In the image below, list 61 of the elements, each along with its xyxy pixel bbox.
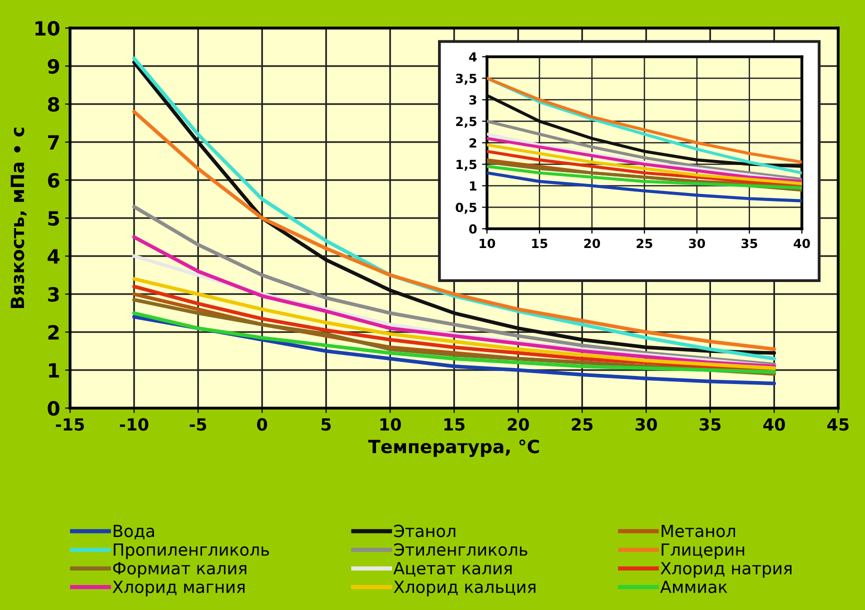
x-tick-label: -10 xyxy=(120,418,148,431)
legend-label: Хлорид магния xyxy=(112,580,245,596)
y-tick-label: 1 xyxy=(49,363,60,378)
line-series xyxy=(132,311,776,374)
x-tick-label: 20 xyxy=(584,238,600,248)
x-tick-label: 40 xyxy=(794,238,810,248)
legend-label: Хлорид натрия xyxy=(660,562,792,578)
legend-label: Метанол xyxy=(662,524,736,538)
line-series xyxy=(486,143,802,186)
x-tick-label: -5 xyxy=(190,418,206,431)
y-tick-label: 2,5 xyxy=(456,116,476,128)
legend-label: Ацетат калия xyxy=(393,562,512,577)
y-tick-label: 3 xyxy=(469,95,476,105)
legend-label: Аммиак xyxy=(660,580,728,594)
x-tick-label: 25 xyxy=(572,418,593,431)
line-series xyxy=(486,94,802,168)
x-tick-label: -15 xyxy=(56,418,84,431)
line-series xyxy=(486,171,802,202)
x-tick-label: 15 xyxy=(532,238,548,248)
x-tick-label: 35 xyxy=(742,238,758,248)
legend-label: Этанол xyxy=(394,524,456,538)
y-tick-label: 0,5 xyxy=(456,202,476,214)
y-tick-label: 7 xyxy=(48,135,59,150)
y-tick-label: 0 xyxy=(48,401,60,416)
y-tick-label: 10 xyxy=(35,21,60,36)
y-tick-label: 3,5 xyxy=(456,74,476,85)
legend-label: Хлорид кальция xyxy=(394,580,536,596)
y-tick-label: 4 xyxy=(48,249,60,264)
x-tick-label: 35 xyxy=(700,418,721,431)
y-tick-label: 8 xyxy=(48,97,60,112)
x-tick-label: 40 xyxy=(763,418,785,431)
x-tick-label: 30 xyxy=(689,238,705,248)
x-tick-label: 30 xyxy=(636,418,657,431)
line-series xyxy=(132,204,776,366)
x-axis-title: Температура, °C xyxy=(368,440,539,457)
legend-label: Формиат калия xyxy=(113,562,246,578)
x-tick-label: 45 xyxy=(827,418,849,431)
legend-label: Вода xyxy=(114,524,154,540)
y-tick-label: 0 xyxy=(469,224,477,234)
x-tick-label: 5 xyxy=(322,418,331,431)
y-tick-label: 5 xyxy=(48,211,59,226)
y-tick-label: 9 xyxy=(48,59,60,74)
y-tick-label: 2 xyxy=(470,138,476,148)
y-tick-label: 6 xyxy=(48,173,60,188)
line-series xyxy=(132,110,776,351)
x-tick-label: 0 xyxy=(257,418,268,431)
legend-label: Пропиленгликоль xyxy=(114,543,269,560)
legend-label: Этиленгликоль xyxy=(394,543,528,556)
line-series xyxy=(486,120,802,181)
legend-label: Глицерин xyxy=(662,543,744,560)
x-tick-label: 20 xyxy=(508,418,529,431)
x-tick-label: 25 xyxy=(636,238,652,248)
y-tick-label: 3 xyxy=(48,287,59,302)
y-tick-label: 2 xyxy=(48,325,59,340)
y-tick-label: 4 xyxy=(469,52,477,62)
x-tick-label: 15 xyxy=(444,418,465,431)
x-tick-label: 10 xyxy=(480,238,496,248)
y-tick-label: 1 xyxy=(470,181,476,190)
x-tick-label: 10 xyxy=(380,418,401,431)
y-axis-title: Вязкость, мПа • с xyxy=(10,128,27,308)
y-tick-label: 1,5 xyxy=(456,160,476,171)
